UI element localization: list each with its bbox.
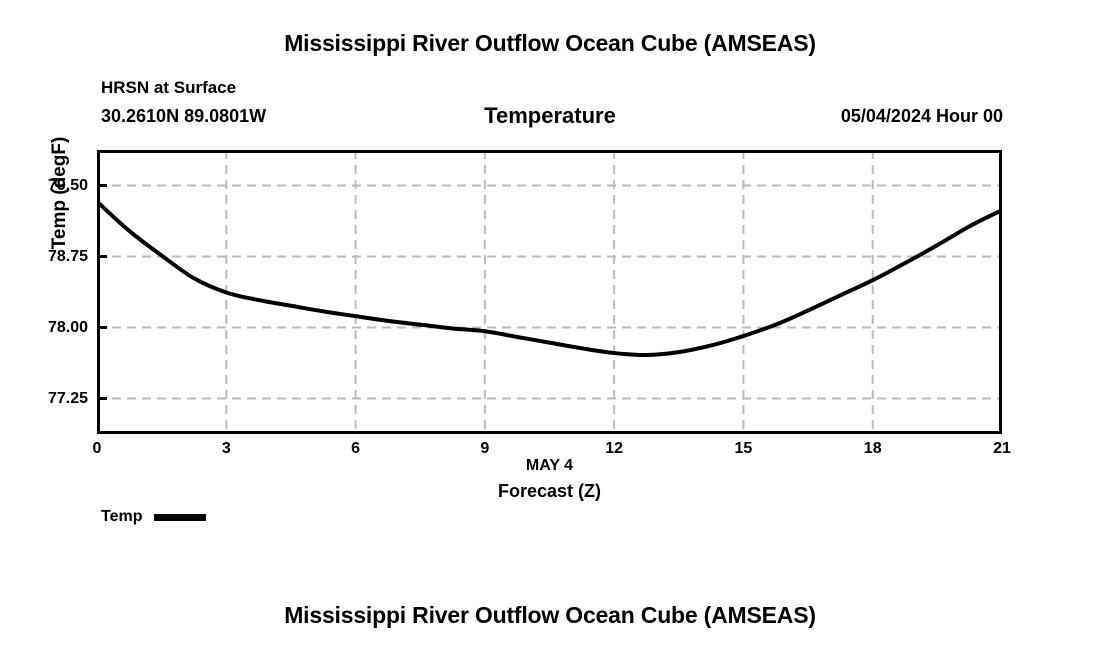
x-axis-date-label: MAY 4 [525, 457, 574, 474]
temperature-line-chart [97, 150, 1002, 434]
x-tick-label: 3 [221, 440, 231, 457]
x-axis-title: Forecast (Z) [497, 481, 602, 501]
x-tick-label: 18 [863, 440, 882, 457]
x-tick-label: 6 [351, 440, 361, 457]
x-tick-label: 12 [605, 440, 624, 457]
y-tick-label: 77.25 [47, 389, 88, 407]
series-line-temp [97, 199, 1002, 357]
station-label: HRSN at Surface [101, 78, 237, 97]
chart-legend: Temp [101, 508, 207, 526]
legend-label-temp: Temp [101, 508, 143, 525]
x-axis-tick-labels: 0 3 6 9 12 15 18 21 [93, 440, 1011, 464]
coordinates-label: 30.2610N 89.0801W [101, 106, 267, 126]
page-title-top: Mississippi River Outflow Ocean Cube (AM… [284, 30, 816, 56]
variable-title: Temperature [484, 103, 616, 128]
x-tick-label: 0 [92, 440, 102, 457]
y-tick-label: 78.00 [47, 318, 88, 336]
x-tick-label: 15 [734, 440, 753, 457]
plot-frame [97, 150, 1002, 434]
run-time-label: 05/04/2024 Hour 00 [840, 106, 1003, 126]
y-axis-tick-labels: 77.25 78.00 78.75 79.50 [14, 150, 88, 434]
plot-area [97, 150, 1002, 434]
page-title-bottom: Mississippi River Outflow Ocean Cube (AM… [284, 602, 816, 628]
y-tick-label: 78.75 [47, 247, 88, 265]
x-tick-label: 9 [480, 440, 490, 457]
y-tick-label: 79.50 [47, 176, 88, 194]
legend-swatch-temp [154, 513, 207, 521]
x-tick-label: 21 [993, 440, 1011, 457]
